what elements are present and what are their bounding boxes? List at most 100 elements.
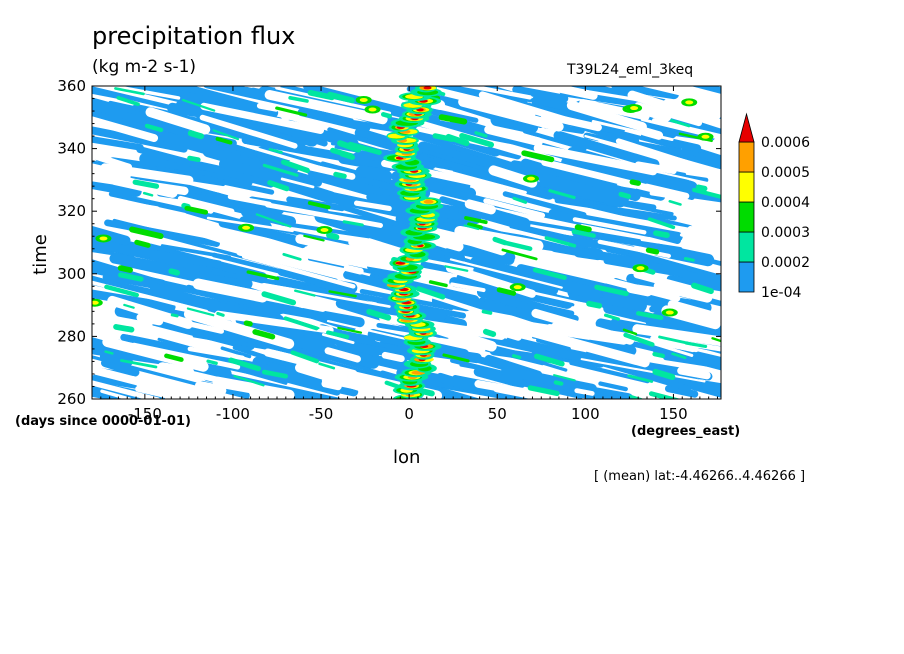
convective-column [92,86,714,399]
dry-streak [574,388,595,396]
dry-streak [488,165,538,188]
dry-streak [627,90,721,130]
rain-band [501,366,597,394]
rain-band [156,188,285,215]
dry-streak [541,158,664,195]
dry-streak [161,378,273,399]
moderate-streak [307,89,335,101]
moderate-streak [290,350,320,364]
plot-frame [91,85,722,400]
moderate-streak [594,284,629,297]
colorbar-label: 0.0006 [761,135,810,151]
moderate-streak [512,196,528,204]
precipitation-field [92,86,721,399]
dry-streak [92,302,153,328]
moderate-streak [629,179,641,186]
dry-streak [295,362,392,399]
moderate-streak [337,326,363,334]
moderate-streak [187,155,201,162]
rain-band [572,384,634,399]
y-tick-label: 360 [57,77,86,95]
hotspot [526,176,535,181]
moderate-streak [186,307,215,317]
rain-band [146,277,285,315]
moderate-streak [114,87,145,96]
moderate-streak [671,352,687,360]
dry-streak [92,169,189,196]
moderate-streak [463,224,480,231]
dry-streak [200,102,325,134]
rain-band [528,186,570,201]
dry-streak [100,163,194,185]
dry-streak [645,339,694,357]
moderate-streak [653,230,670,239]
colorbar-arrow [738,112,755,143]
moderate-streak [691,282,714,295]
colorbar-box [738,201,755,233]
x-tick-label: -100 [216,405,250,423]
dry-streak [92,86,181,100]
moderate-streak [553,380,564,386]
dry-streak [625,164,721,192]
axes: -150 -100 -50 0 50 100 150 260 280 300 320 340 360 [57,77,721,423]
colorbar-label: 1e-04 [761,285,801,301]
rain-band [192,333,274,351]
dry-streak [92,368,161,399]
y-tick-label: 320 [57,202,86,220]
dry-streak [100,389,132,399]
moderate-streak [168,268,180,276]
rain-band [219,158,337,204]
moderate-streak [142,191,154,197]
dry-streak [449,258,563,289]
dry-streak [458,97,564,132]
dry-streak [471,320,522,341]
moderate-streak [282,252,302,261]
dry-streak [263,348,358,379]
moderate-streak [496,287,517,296]
dry-streak [102,336,209,372]
moderate-streak [326,91,355,104]
rain-band [355,166,393,182]
x-axis-label: lon [393,447,421,468]
dry-streak [102,197,160,212]
moderate-streak [261,369,289,379]
moderate-streak [467,222,483,230]
moderate-streak [652,368,676,381]
y-tick-label: 260 [57,390,86,408]
rain-band [167,102,242,123]
dry-streak [533,143,658,176]
rain-band [550,243,644,267]
dry-streak [177,195,235,215]
moderate-streak [442,353,470,363]
moderate-streak [445,133,470,147]
dry-streak [227,194,272,207]
moderate-streak [268,148,283,154]
dry-streak [324,347,361,363]
moderate-streak [636,311,664,320]
moderate-streak [553,374,576,382]
rain-band [281,172,323,187]
dry-streak [136,380,183,399]
rain-band [522,129,587,151]
moderate-streak [215,136,233,145]
rain-band [92,86,121,99]
moderate-streak [328,290,357,298]
hotspot [359,97,368,102]
colorbar-box [738,231,755,263]
rain-band [666,275,721,296]
rain-band [101,358,140,377]
hotspot [630,106,639,111]
rain-band [327,127,408,155]
dry-streak [483,198,546,218]
hotspot [513,285,522,290]
rain-band [554,198,677,221]
hotspot [685,100,694,105]
moderate-streak [333,171,347,179]
moderate-streak [548,189,576,200]
moderate-streak [228,357,261,372]
dry-streak [256,102,279,112]
moderate-streak [170,313,179,318]
moderate-streak [243,320,253,327]
dry-streak [170,317,225,334]
